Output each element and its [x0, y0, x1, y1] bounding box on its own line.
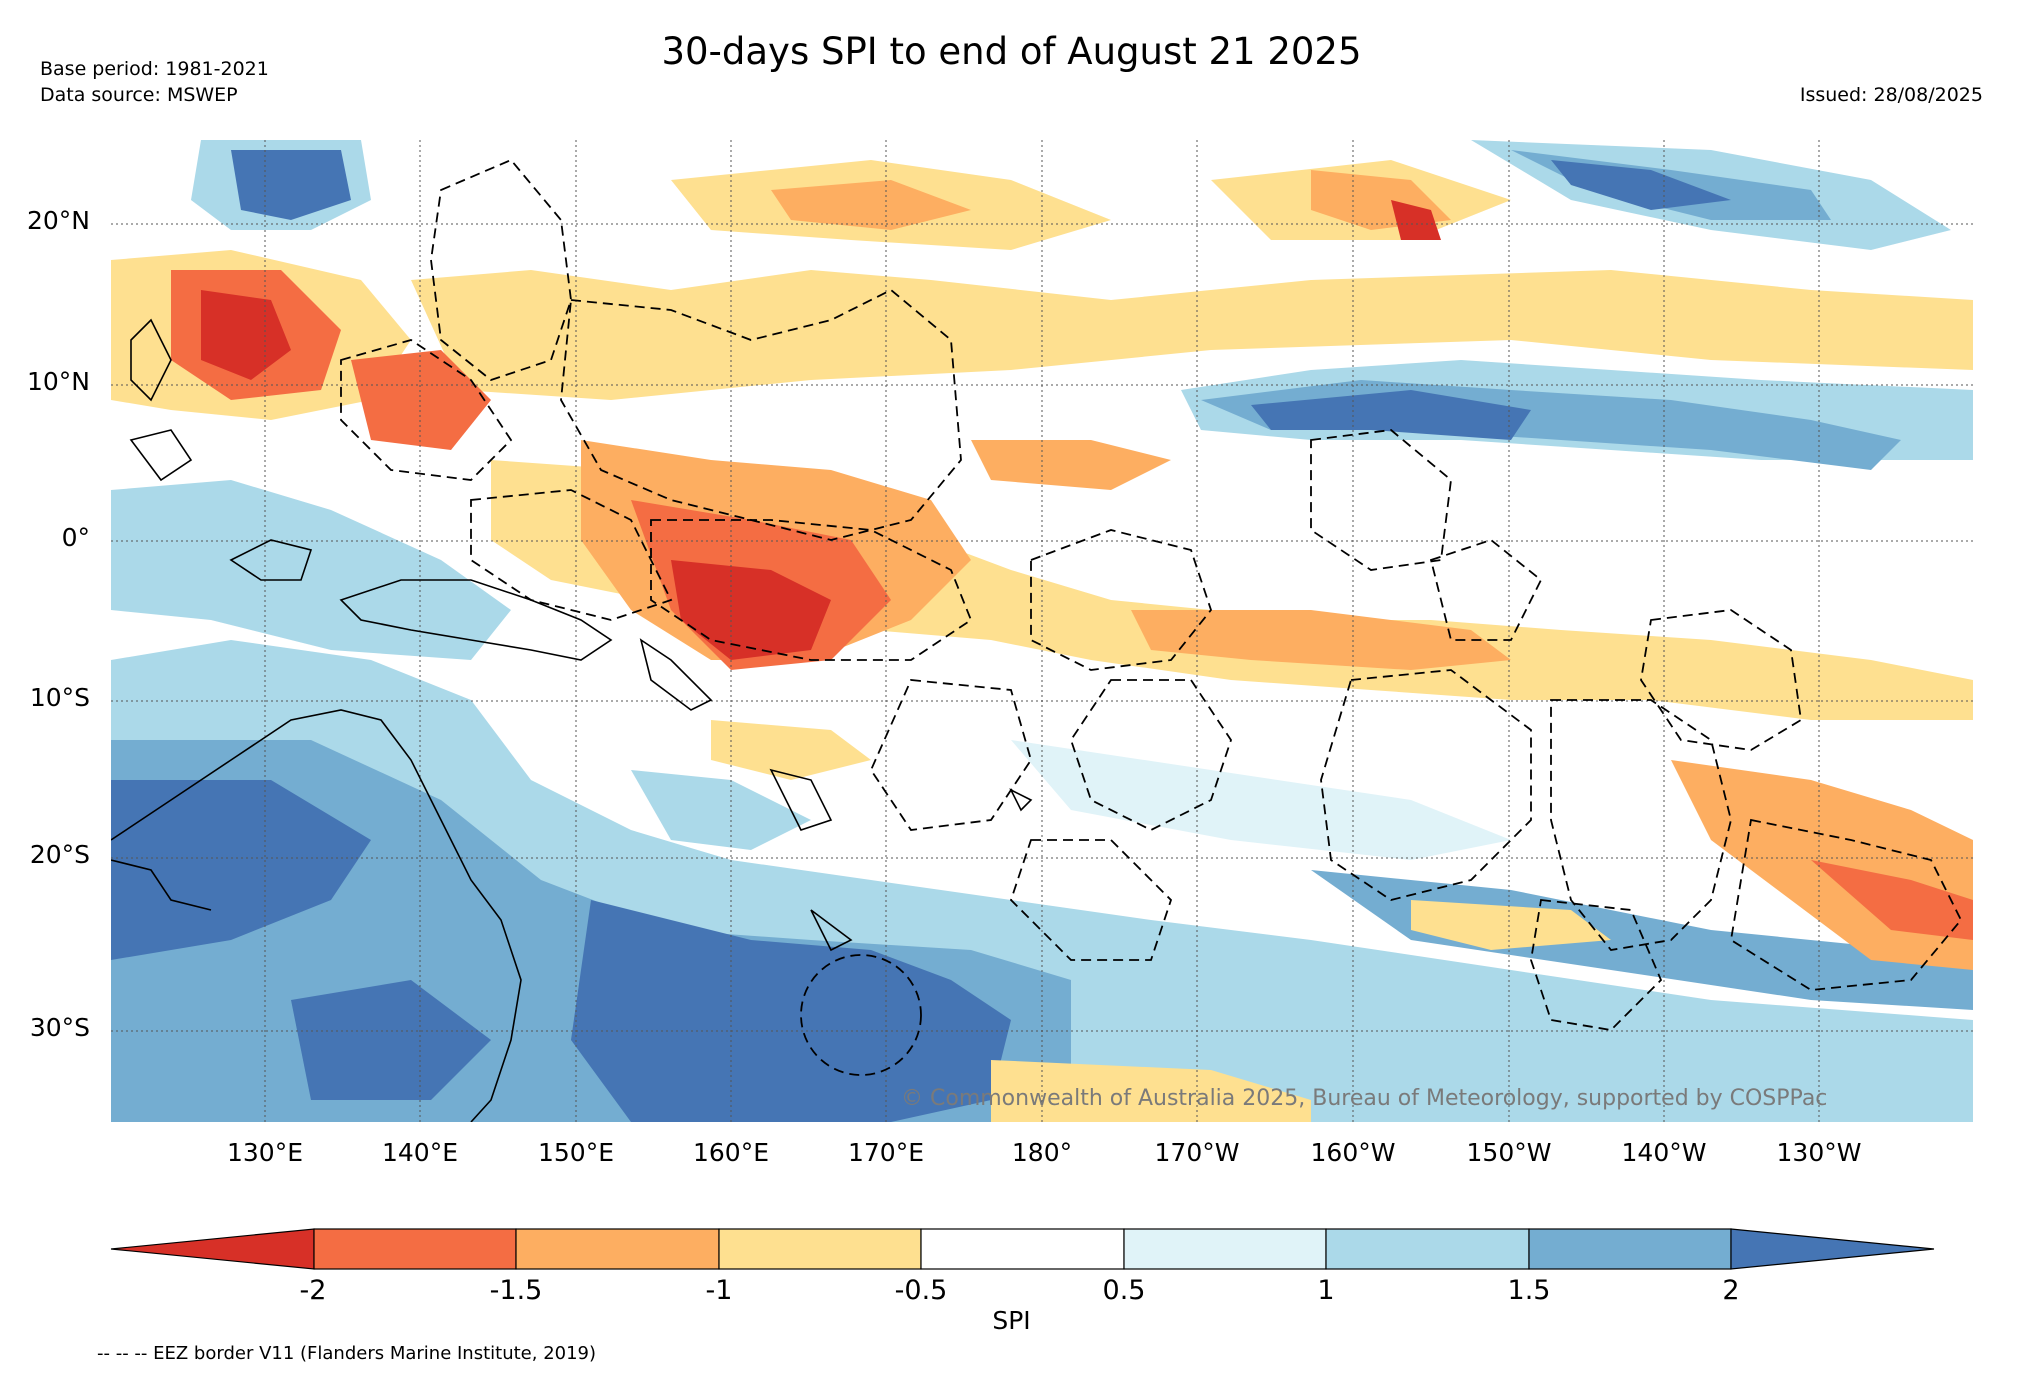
coastlines	[111, 318, 1033, 1122]
lon-label-170w: 170°W	[1154, 1138, 1240, 1167]
data-source: Data source: MSWEP	[40, 84, 238, 106]
lon-label-130e: 130°E	[226, 1138, 303, 1167]
map-metadata: Base period: 1981-2021 Data source: MSWE…	[40, 56, 269, 108]
colorbar-1-5-2	[1528, 1228, 1732, 1270]
colorbar-tick: -1.5	[489, 1275, 543, 1306]
copyright: © Commonwealth of Australia 2025, Bureau…	[901, 1086, 1827, 1111]
colorbar-tick: 2	[1722, 1275, 1740, 1306]
colorbar-m1-m0-5	[718, 1228, 922, 1270]
lat-label-30s: 30°S	[29, 1013, 90, 1042]
colorbar-tick: 1	[1317, 1275, 1335, 1306]
lat-label-0: 0°	[61, 523, 90, 552]
issued-date: Issued: 28/08/2025	[1799, 84, 1983, 106]
spi-map: © Commonwealth of Australia 2025, Bureau…	[111, 140, 1973, 1122]
lat-label-10n: 10°N	[26, 367, 90, 396]
eez-legend-note: -- -- -- EEZ border V11 (Flanders Marine…	[97, 1343, 597, 1364]
colorbar-m0-5-0-5	[920, 1228, 1125, 1270]
colorbar-tick: -0.5	[894, 1275, 948, 1306]
colorbar-tick: -1	[705, 1275, 733, 1306]
lon-label-140e: 140°E	[381, 1138, 458, 1167]
lon-label-130w: 130°W	[1776, 1138, 1862, 1167]
eez-borders	[340, 158, 1963, 1076]
colorbar-tick: 0.5	[1102, 1275, 1146, 1306]
lat-label-10s: 10°S	[29, 683, 90, 712]
spi-colorbar	[110, 1228, 1935, 1270]
lon-label-160w: 160°W	[1310, 1138, 1396, 1167]
colorbar-label: SPI	[992, 1306, 1031, 1335]
colorbar-1-1-5	[1325, 1228, 1530, 1270]
colorbar-0-5-1	[1123, 1228, 1327, 1270]
lon-label-150w: 150°W	[1466, 1138, 1552, 1167]
lat-label-20s: 20°S	[29, 840, 90, 869]
map-title: 30-days SPI to end of August 21 2025	[661, 30, 1362, 73]
base-period: Base period: 1981-2021	[40, 58, 269, 80]
colorbar-lt-minus2	[110, 1228, 315, 1270]
lon-label-160e: 160°E	[692, 1138, 769, 1167]
colorbar-gt-2	[1730, 1228, 1935, 1270]
dry-anomaly-regions	[111, 160, 1973, 1122]
spi-field: © Commonwealth of Australia 2025, Bureau…	[111, 140, 1973, 1122]
lat-label-20n: 20°N	[26, 206, 90, 235]
colorbar-tick: -2	[299, 1275, 327, 1306]
colorbar-m2-m1-5	[313, 1228, 517, 1270]
colorbar-tick: 1.5	[1507, 1275, 1551, 1306]
colorbar-m1-5-m1	[515, 1228, 720, 1270]
lon-label-140w: 140°W	[1621, 1138, 1707, 1167]
lon-label-150e: 150°E	[537, 1138, 614, 1167]
lon-label-180: 180°	[1011, 1138, 1073, 1167]
lon-label-170e: 170°E	[847, 1138, 924, 1167]
